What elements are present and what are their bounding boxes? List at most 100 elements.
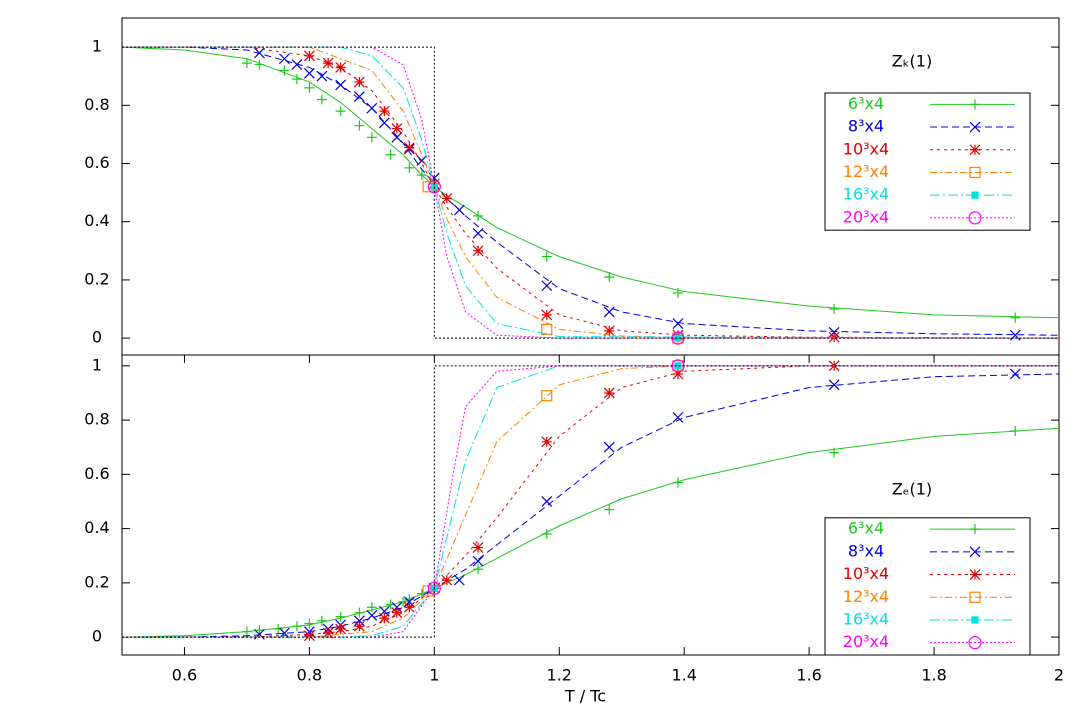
curve [122, 365, 1059, 638]
marker [828, 379, 840, 391]
marker [378, 612, 390, 624]
marker [391, 607, 403, 619]
legend-marker [971, 616, 979, 624]
marker [303, 50, 315, 62]
marker [353, 76, 365, 88]
marker [353, 91, 365, 102]
plot-frame [121, 354, 1060, 656]
curve [121, 46, 1060, 319]
legend-label: 8³x4 [848, 117, 884, 136]
marker [541, 496, 553, 507]
marker [353, 620, 365, 632]
marker [354, 607, 365, 618]
marker [604, 272, 615, 283]
marker [441, 574, 453, 586]
marker [453, 204, 465, 216]
marker [291, 621, 302, 632]
x-tick-label: 1 [429, 666, 439, 685]
y-tick-label: 0.6 [84, 464, 109, 483]
legend-box [824, 92, 1031, 231]
x-tick-label: 0.8 [297, 666, 322, 685]
legend-label: 8³x4 [848, 541, 884, 560]
legend-marker [970, 99, 980, 110]
marker [335, 611, 346, 622]
y-tick-label: 0.6 [84, 153, 109, 172]
marker [278, 627, 290, 639]
legend-label: 16³x4 [843, 609, 889, 628]
y-tick-label: 0.4 [84, 518, 109, 537]
marker [603, 306, 615, 318]
y-tick-label: 0.8 [84, 410, 109, 429]
legend-marker [969, 569, 981, 580]
marker [278, 53, 290, 65]
marker [541, 529, 552, 540]
legend-label: 12³x4 [843, 587, 889, 606]
legend-marker [969, 144, 981, 156]
x-tick-label: 1.2 [547, 666, 572, 685]
curve [122, 365, 1059, 638]
curve [122, 46, 1059, 339]
marker [303, 630, 315, 642]
panel: 0 0.2 0.4 0.6 0.8 1 Zₖ(1) 6³x4 8³x4 10³x4 12³x4 16³… [84, 17, 1060, 356]
marker [378, 105, 390, 117]
marker [366, 132, 377, 143]
legend-marker [968, 636, 982, 650]
marker [353, 615, 365, 627]
x-axis-label: T / Tc [564, 687, 606, 706]
y-tick-label: 1 [92, 37, 102, 56]
marker [322, 57, 334, 69]
curve [122, 46, 1060, 339]
marker [472, 555, 484, 567]
curve [122, 365, 1059, 638]
marker [404, 162, 415, 173]
marker [291, 59, 303, 70]
curve [122, 46, 1060, 336]
marker [385, 149, 396, 160]
marker [427, 180, 441, 194]
marker [366, 602, 377, 613]
marker [391, 601, 403, 613]
panel-label: Zₑ(1) [892, 480, 932, 499]
marker [473, 564, 484, 575]
marker [603, 325, 615, 337]
marker [335, 79, 347, 91]
y-tick-label: 1 [92, 355, 102, 374]
marker [416, 170, 427, 181]
legend-label: 20³x4 [843, 632, 889, 651]
marker [273, 623, 284, 634]
marker [254, 628, 265, 640]
legend-marker [970, 524, 980, 535]
marker [473, 210, 484, 221]
y-tick-label: 0 [92, 328, 102, 347]
curve [122, 46, 1059, 339]
curve [122, 373, 1060, 638]
legend-label: 6³x4 [848, 94, 884, 113]
marker [398, 596, 409, 607]
marker [316, 615, 327, 626]
panel: 0 0.2 0.4 0.6 0.8 1 0.6 0.8 1 1.2 1.4 1.6 1.8 2 T / Tc… [84, 354, 1064, 706]
marker [241, 626, 252, 637]
marker [472, 245, 484, 257]
legend-label: 12³x4 [843, 162, 889, 181]
x-tick-label: 1.4 [671, 666, 696, 685]
marker [354, 120, 365, 131]
marker [541, 309, 553, 321]
marker [672, 288, 683, 299]
marker [604, 504, 615, 515]
marker [829, 447, 840, 458]
marker [453, 574, 465, 586]
legend-marker [969, 166, 981, 179]
curve [122, 365, 1059, 638]
marker [603, 441, 615, 453]
legend-label: 16³x4 [843, 185, 889, 204]
legend-marker [969, 121, 981, 133]
x-tick-label: 2 [1054, 666, 1064, 685]
panel-label: Zₖ(1) [892, 52, 932, 71]
y-tick-label: 0 [92, 627, 102, 646]
x-tick-label: 1.8 [921, 666, 946, 685]
marker [472, 227, 484, 239]
curve [122, 46, 1060, 339]
marker [672, 411, 684, 423]
marker [322, 627, 334, 639]
